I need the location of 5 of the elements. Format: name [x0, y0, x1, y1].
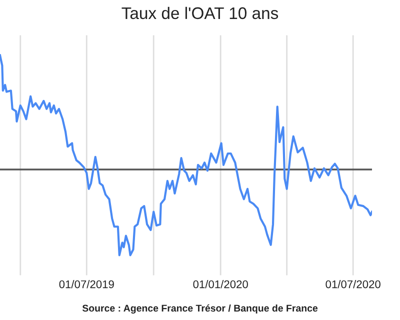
x-tick-label: 01/01/2020: [193, 280, 248, 288]
chart-title: Taux de l'OAT 10 ans: [122, 6, 278, 20]
x-tick-label: 01/07/2019: [59, 280, 114, 288]
x-tick-label: 01/07/2020: [326, 280, 380, 288]
source-note: Source : Agence France Trésor / Banque de France: [82, 304, 318, 314]
